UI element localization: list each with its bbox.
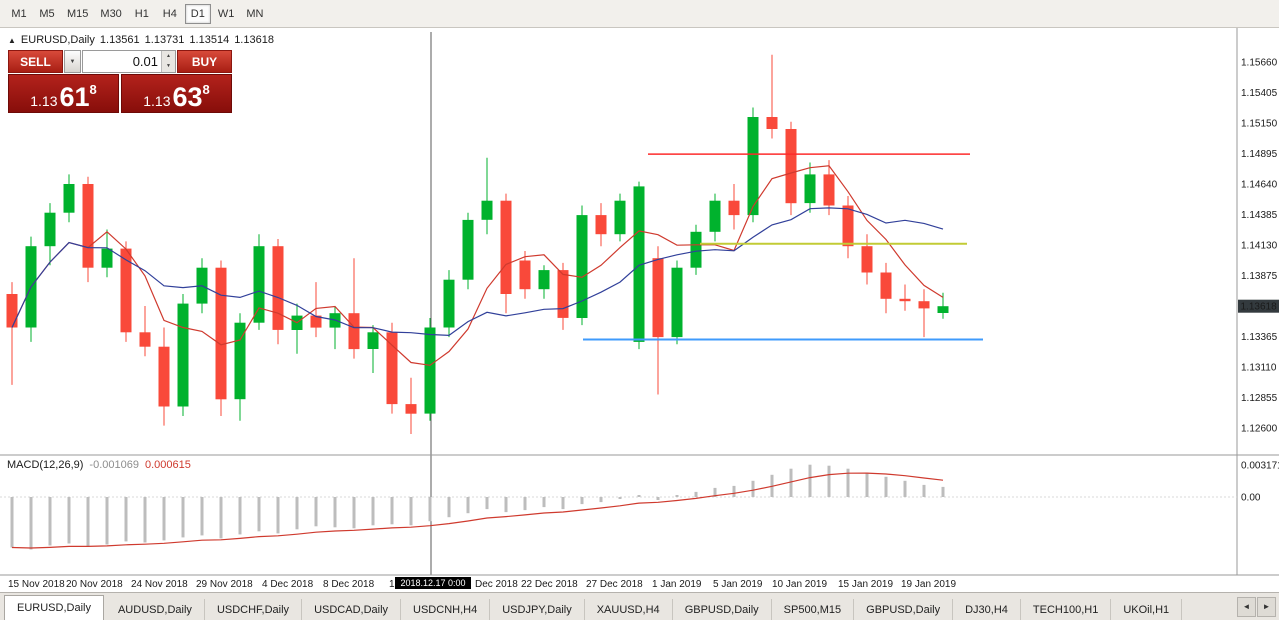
svg-text:1.12600: 1.12600 [1241,424,1278,435]
ohlc-open: 1.13561 [99,34,140,46]
timeframe-button-w1[interactable]: W1 [213,4,240,24]
chart-tab-usdcnh-h4[interactable]: USDCNH,H4 [401,599,491,620]
sell-price-sup: 8 [89,82,97,97]
volume-dropdown-icon[interactable]: ▼ [64,50,81,73]
macd-signal-line [11,472,944,549]
timeframe-button-m30[interactable]: M30 [95,4,126,24]
collapse-triangle-icon[interactable]: ▲ [8,35,16,45]
svg-text:1.15405: 1.15405 [1241,88,1278,99]
volume-value[interactable]: 0.01 [132,54,158,69]
timeframe-button-h1[interactable]: H1 [129,4,155,24]
timeframe-button-m5[interactable]: M5 [34,4,60,24]
one-click-trade-panel: SELL ▼ 0.01 ▲ ▼ BUY 1.13 61 8 1.13 63 8 [8,50,232,113]
svg-text:1.15660: 1.15660 [1241,58,1278,69]
svg-text:1.14640: 1.14640 [1241,180,1278,191]
chart-tab-eurusd-daily[interactable]: EURUSD,Daily [4,595,104,620]
svg-text:1.14385: 1.14385 [1241,210,1278,221]
svg-text:1.13110: 1.13110 [1241,363,1277,374]
volume-down-icon[interactable]: ▼ [162,61,175,72]
sell-price-base: 1.13 [30,93,58,109]
chart-tab-gbpusd-daily[interactable]: GBPUSD,Daily [854,599,954,620]
macd-value: -0.001069 [89,459,139,471]
svg-text:8 Dec 2018: 8 Dec 2018 [323,579,375,590]
svg-text:1.13618: 1.13618 [1241,302,1278,313]
volume-stepper: ▲ ▼ [161,51,175,72]
sell-price-panel[interactable]: 1.13 61 8 [8,74,119,113]
svg-text:19 Jan 2019: 19 Jan 2019 [901,579,956,590]
chart-tab-usdchf-daily[interactable]: USDCHF,Daily [205,599,303,620]
buy-price-pips: 63 [172,82,203,112]
chart-tab-dj30-h4[interactable]: DJ30,H4 [953,599,1021,620]
chart-tab-bar: EURUSD,Daily AUDUSD,Daily USDCHF,Daily USDC… [0,592,1279,620]
svg-text:1: 1 [389,579,395,590]
ohlc-low: 1.13514 [189,34,230,46]
svg-text:5 Jan 2019: 5 Jan 2019 [713,579,763,590]
svg-text:24 Nov 2018: 24 Nov 2018 [131,579,188,590]
timeframe-button-mn[interactable]: MN [241,4,268,24]
timeframe-button-m15[interactable]: M15 [62,4,93,24]
buy-price-sup: 8 [202,82,210,97]
svg-text:0.00: 0.00 [1241,493,1261,504]
svg-text:1.13875: 1.13875 [1241,271,1278,282]
chart-symbol-title: ▲ EURUSD,Daily 1.13561 1.13731 1.13514 1… [8,34,274,46]
svg-text:20 Nov 2018: 20 Nov 2018 [66,579,123,590]
chart-tab-usdcad-daily[interactable]: USDCAD,Daily [302,599,402,620]
tab-scroll-right-icon[interactable]: ► [1257,596,1276,617]
timeframe-button-m1[interactable]: M1 [6,4,32,24]
current-price-badge: 1.13618 [1238,299,1279,313]
volume-field[interactable]: 0.01 ▲ ▼ [82,50,176,73]
time-axis[interactable]: 15 Nov 2018 20 Nov 2018 24 Nov 2018 29 Nov … [8,577,956,590]
svg-text:4 Dec 2018: 4 Dec 2018 [262,579,314,590]
svg-text:27 Dec 2018: 27 Dec 2018 [586,579,643,590]
svg-text:15 Jan 2019: 15 Jan 2019 [838,579,893,590]
svg-text:Dec 2018: Dec 2018 [475,579,518,590]
chart-window[interactable]: 1.15660 1.15405 1.15150 1.14895 1.14640 1.143… [0,28,1279,592]
sell-price-pips: 61 [59,82,90,112]
candlesticks [6,54,949,434]
ohlc-high: 1.13731 [144,34,185,46]
buy-button[interactable]: BUY [177,50,232,73]
svg-text:1.14895: 1.14895 [1241,149,1278,160]
macd-panel [0,464,1237,550]
svg-text:1.15150: 1.15150 [1241,119,1278,130]
ma-fast-line [11,165,944,366]
sell-button[interactable]: SELL [8,50,63,73]
chart-tab-audusd-daily[interactable]: AUDUSD,Daily [106,599,205,620]
price-chart-svg[interactable]: 1.15660 1.15405 1.15150 1.14895 1.14640 1.143… [0,28,1279,592]
ohlc-close: 1.13618 [234,34,274,46]
tab-scroll-left-icon[interactable]: ◄ [1237,596,1256,617]
svg-text:22 Dec 2018: 22 Dec 2018 [521,579,578,590]
svg-text:15 Nov 2018: 15 Nov 2018 [8,579,65,590]
symbol-name: EURUSD,Daily [20,34,95,46]
chart-tab-sp500-m15[interactable]: SP500,M15 [772,599,855,620]
timeframe-toolbar: M1 M5 M15 M30 H1 H4 D1 W1 MN [0,0,1279,28]
macd-name: MACD(12,26,9) [7,459,84,471]
svg-text:0.003171: 0.003171 [1241,461,1279,472]
svg-text:1.13365: 1.13365 [1241,332,1278,343]
timeframe-button-d1[interactable]: D1 [184,3,211,24]
tab-scroll-buttons: ◄ ► [1237,593,1279,620]
selected-date-badge: 2018.12.17 0:00 [395,577,471,589]
macd-indicator-label: MACD(12,26,9) -0.001069 0.000615 [7,459,191,471]
buy-price-base: 1.13 [143,93,171,109]
chart-tab-tech100-h1[interactable]: TECH100,H1 [1021,599,1112,620]
svg-text:1.14130: 1.14130 [1241,241,1278,252]
volume-up-icon[interactable]: ▲ [162,51,175,62]
macd-signal-value: 0.000615 [144,459,191,471]
chart-tab-ukoil-h1[interactable]: UKOil,H1 [1111,599,1183,620]
chart-tab-gbpusd-daily[interactable]: GBPUSD,Daily [673,599,772,620]
svg-text:2018.12.17 0:00: 2018.12.17 0:00 [400,578,465,588]
svg-text:1.12855: 1.12855 [1241,393,1278,404]
buy-price-panel[interactable]: 1.13 63 8 [121,74,232,113]
ma-slow-line [11,207,944,337]
svg-text:10 Jan 2019: 10 Jan 2019 [772,579,827,590]
svg-text:29 Nov 2018: 29 Nov 2018 [196,579,253,590]
chart-tab-usdjpy-daily[interactable]: USDJPY,Daily [490,599,585,620]
timeframe-button-h4[interactable]: H4 [157,4,183,24]
price-axis[interactable]: 1.15660 1.15405 1.15150 1.14895 1.14640 1.143… [1238,58,1279,504]
chart-tab-xauusd-h4[interactable]: XAUUSD,H4 [585,599,673,620]
svg-text:1 Jan 2019: 1 Jan 2019 [652,579,702,590]
chart-tabs: EURUSD,Daily AUDUSD,Daily USDCHF,Daily USDC… [0,593,1183,620]
